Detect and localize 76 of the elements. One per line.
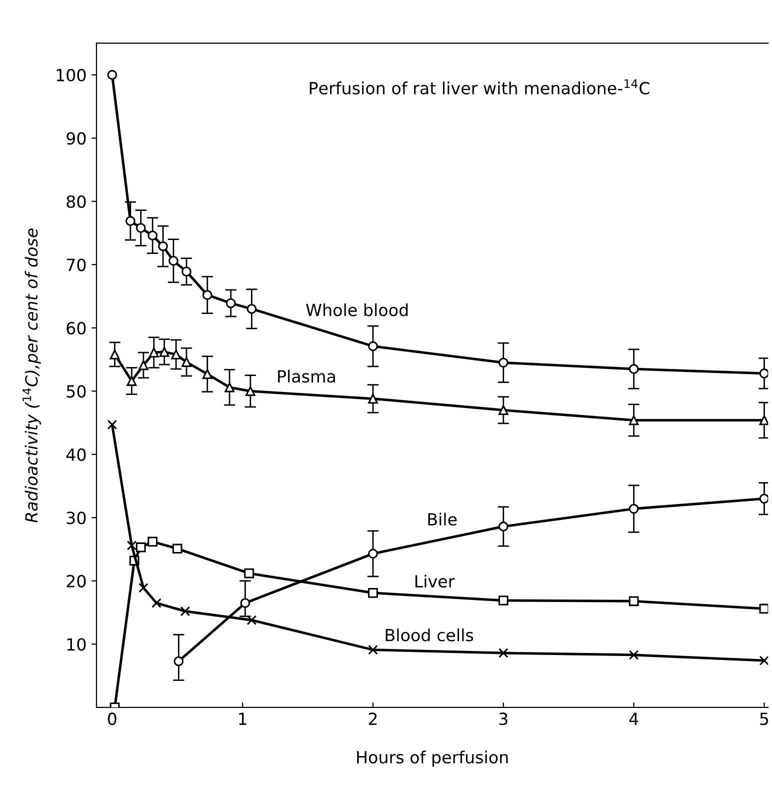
point — [368, 644, 378, 655]
y-tick-label: 100 — [56, 68, 86, 82]
series-label: Liver — [415, 574, 455, 588]
point — [498, 405, 508, 416]
point — [498, 596, 508, 606]
point — [174, 656, 184, 666]
x-tick-label: 1 — [239, 712, 246, 725]
point — [759, 604, 768, 614]
point — [246, 615, 257, 626]
point — [498, 358, 508, 368]
x-tick-label: 3 — [499, 712, 508, 726]
point — [182, 357, 192, 367]
point — [138, 360, 148, 370]
y-axis-title: Radioactivity ($^{14}$C),per cent of dose — [22, 228, 41, 523]
series-label: Bile — [428, 512, 457, 526]
point — [202, 290, 212, 300]
point — [368, 394, 378, 404]
x-tick-label: 4 — [629, 712, 638, 725]
x-axis-title: Hours of perfusion — [357, 750, 508, 767]
point — [159, 346, 170, 357]
point — [498, 522, 508, 532]
point — [138, 582, 148, 593]
y-tick-label: 80 — [66, 195, 86, 208]
point — [110, 350, 120, 360]
point — [168, 256, 178, 266]
point — [368, 548, 378, 559]
point — [126, 376, 137, 386]
x-tick-label: 0 — [108, 712, 116, 726]
point — [628, 415, 639, 426]
series-label: Whole blood — [306, 303, 408, 316]
point — [759, 415, 768, 426]
point — [245, 386, 256, 396]
point — [628, 650, 639, 660]
point — [158, 241, 168, 252]
y-tick-label: 50 — [66, 385, 86, 398]
point — [759, 494, 768, 504]
point — [107, 420, 118, 430]
point — [246, 304, 257, 314]
point — [244, 568, 254, 578]
point — [240, 598, 250, 608]
y-tick-label: 60 — [66, 322, 86, 334]
y-tick-label: 30 — [66, 512, 86, 524]
y-tick-label: 90 — [66, 132, 86, 145]
x-tick-label: 2 — [368, 712, 377, 725]
point — [152, 598, 162, 608]
point — [628, 364, 639, 374]
y-tick-label: 10 — [67, 638, 86, 651]
point — [759, 656, 768, 666]
point — [182, 266, 192, 277]
point — [628, 596, 639, 606]
point — [180, 606, 190, 616]
point — [368, 341, 378, 352]
x-tick-label: 5 — [760, 712, 768, 726]
point — [628, 504, 639, 514]
point — [224, 382, 234, 392]
point — [107, 70, 118, 80]
point — [171, 350, 181, 360]
annotation: Perfusion of rat liver with menadione-$^{14}$C — [310, 79, 650, 94]
y-tick-label: 70 — [66, 258, 86, 272]
point — [125, 216, 136, 226]
point — [148, 536, 158, 547]
point — [148, 348, 159, 358]
point — [759, 368, 768, 378]
series-label: Blood cells — [386, 628, 474, 642]
point — [172, 544, 182, 554]
y-tick-label: 40 — [66, 448, 86, 461]
point — [368, 588, 378, 598]
point — [148, 230, 158, 240]
point — [136, 542, 146, 552]
point — [126, 540, 137, 550]
point — [226, 298, 236, 308]
point — [498, 648, 508, 658]
point — [136, 223, 146, 233]
y-tick-label: 20 — [66, 574, 86, 588]
point — [202, 369, 212, 379]
series-label: Plasma — [278, 370, 335, 383]
